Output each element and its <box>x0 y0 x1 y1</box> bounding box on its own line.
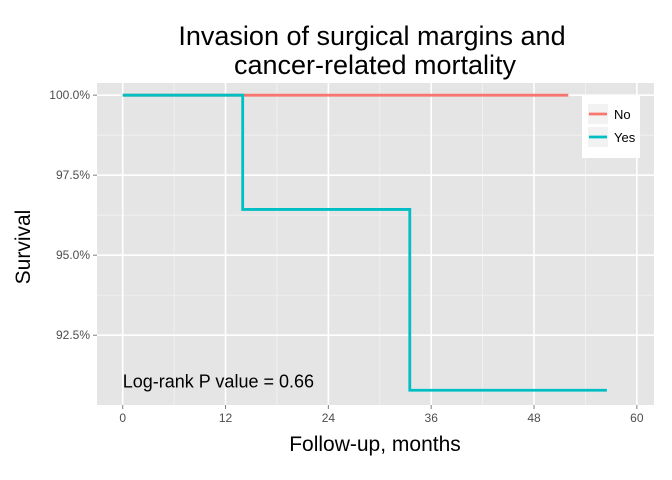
x-axis-title: Follow-up, months <box>289 433 461 456</box>
x-tick-label: 36 <box>425 411 439 425</box>
series-layer <box>122 93 607 392</box>
x-tick-label: 12 <box>219 411 233 425</box>
legend-label-no: No <box>614 107 631 122</box>
y-axis-title: Survival <box>12 210 35 285</box>
x-tick-label: 0 <box>119 411 126 425</box>
y-tick-label: 95.0% <box>56 248 90 262</box>
chart-title-line-2: cancer-related mortality <box>234 50 517 80</box>
plot-panel <box>97 83 654 405</box>
x-tick-label: 48 <box>527 411 541 425</box>
y-axis: 92.5% 95.0% 97.5% 100.0% <box>49 88 97 342</box>
series-line-yes <box>122 93 607 392</box>
x-tick-label: 60 <box>630 411 644 425</box>
legend: No Yes <box>582 96 640 158</box>
log-rank-annotation: Log-rank P value = 0.66 <box>123 371 314 391</box>
chart-title-line-1: Invasion of surgical margins and <box>178 21 565 51</box>
y-tick-label: 92.5% <box>56 328 90 342</box>
y-tick-label: 100.0% <box>49 88 90 102</box>
x-axis: 0 12 24 36 48 60 <box>119 405 644 425</box>
legend-label-yes: Yes <box>614 130 636 145</box>
y-tick-label: 97.5% <box>56 168 90 182</box>
x-tick-label: 24 <box>322 411 336 425</box>
